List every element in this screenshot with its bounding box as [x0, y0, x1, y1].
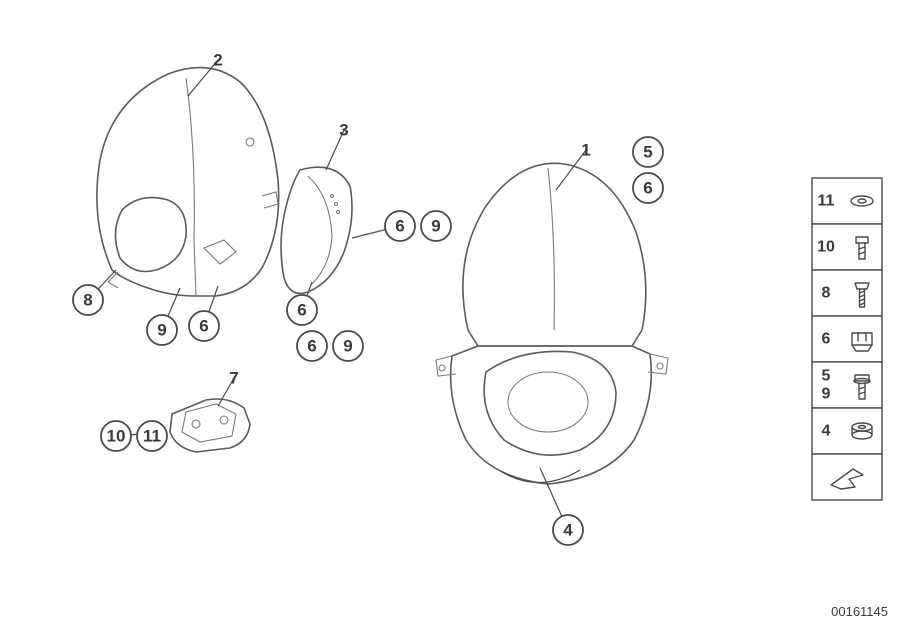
part-3-side-panel [281, 167, 352, 293]
svg-text:2: 2 [213, 51, 222, 70]
svg-text:8: 8 [822, 285, 831, 302]
svg-text:11: 11 [143, 427, 161, 446]
svg-text:11: 11 [818, 193, 835, 210]
svg-text:6: 6 [643, 179, 652, 198]
svg-text:9: 9 [822, 386, 831, 403]
svg-text:6: 6 [822, 331, 831, 348]
svg-text:9: 9 [431, 217, 440, 236]
svg-text:9: 9 [343, 337, 352, 356]
svg-text:9: 9 [157, 321, 166, 340]
svg-text:3: 3 [339, 121, 348, 140]
svg-text:6: 6 [395, 217, 404, 236]
svg-text:4: 4 [822, 423, 831, 440]
svg-text:4: 4 [563, 521, 573, 540]
svg-text:6: 6 [307, 337, 316, 356]
drawing-id: 00161145 [831, 604, 888, 619]
svg-text:8: 8 [83, 291, 92, 310]
callouts: 2315669896669710114 [73, 51, 663, 546]
svg-text:5: 5 [643, 143, 652, 162]
part-7-bracket [170, 399, 250, 452]
parts-diagram: 2315669896669710114 111086594 00161145 [0, 0, 900, 636]
svg-text:7: 7 [229, 369, 238, 388]
svg-text:6: 6 [297, 301, 306, 320]
part-2-upper-cowl [97, 68, 279, 296]
svg-text:6: 6 [199, 317, 208, 336]
legend: 11 10 8 6 59 4 [812, 178, 882, 500]
svg-text:1: 1 [581, 141, 590, 160]
svg-text:10: 10 [817, 239, 835, 256]
svg-text:5: 5 [822, 368, 831, 385]
svg-text:10: 10 [107, 427, 126, 446]
part-1-lower-housing [436, 163, 668, 484]
